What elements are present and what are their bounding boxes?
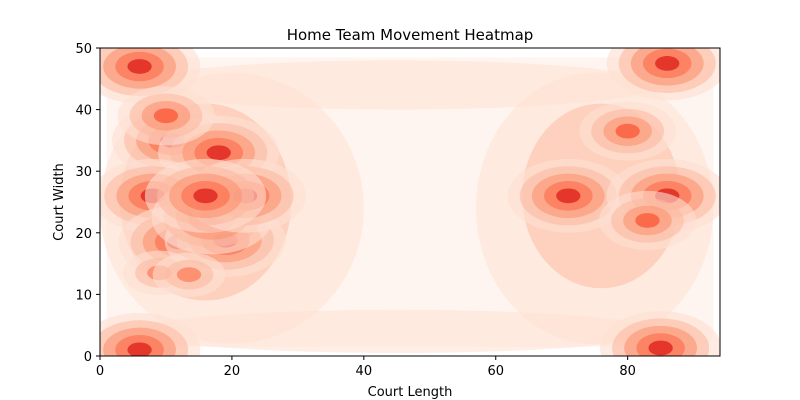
y-axis-label: Court Width [52,163,67,241]
hotspot [152,252,226,297]
density-layer [100,48,720,356]
y-tick-label: 30 [75,165,92,180]
y-axis: 0 10 20 30 40 50 [75,42,100,365]
x-tick-label: 80 [619,364,636,379]
x-tick-label: 20 [224,364,241,379]
density-cloud [132,60,661,110]
hotspot [606,48,720,101]
x-axis-label: Court Length [368,385,453,400]
chart-title: Home Team Movement Heatmap [287,26,534,44]
x-axis: 0 20 40 60 80 [96,356,636,379]
x-tick-label: 40 [356,364,373,379]
hotspot [144,158,267,233]
x-tick-label: 60 [487,364,504,379]
hotspot [100,48,201,104]
hotspot [507,158,629,233]
hotspot [598,190,696,251]
hotspot [599,311,720,356]
hotspot [100,312,201,356]
y-tick-label: 50 [75,42,92,57]
x-tick-label: 0 [96,364,104,379]
plot-area [99,47,721,357]
hotspot [117,86,215,146]
hotspot [579,101,677,161]
y-tick-label: 20 [75,227,92,242]
plot-frame [99,47,721,357]
y-tick-label: 40 [75,104,92,119]
y-tick-label: 10 [75,288,92,303]
y-tick-label: 0 [84,350,92,365]
density-cloud [132,309,661,353]
